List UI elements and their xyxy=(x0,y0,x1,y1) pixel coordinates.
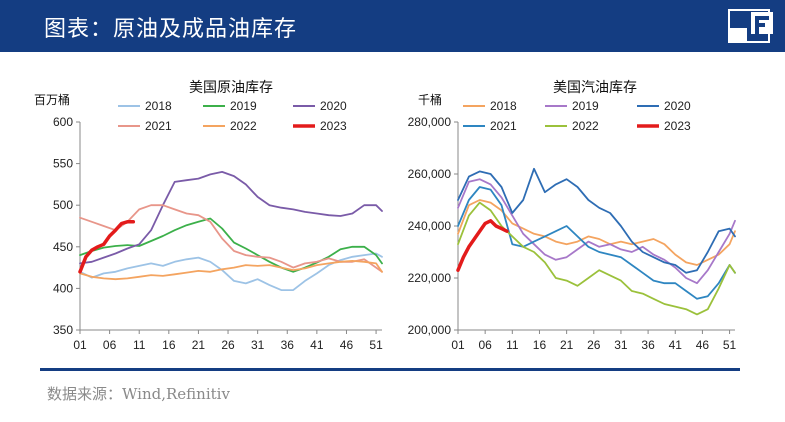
x-tick-label: 51 xyxy=(723,338,737,352)
chart-title: 美国汽油库存 xyxy=(553,79,637,95)
series-line-2018 xyxy=(79,252,383,292)
legend-label-2018: 2018 xyxy=(490,99,517,113)
y-tick-label: 350 xyxy=(53,323,73,337)
source-note: 数据来源：Wind,Refinitiv xyxy=(47,385,230,403)
y-tick-label: 400 xyxy=(53,281,73,295)
legend-label-2021: 2021 xyxy=(490,119,517,133)
legend-label-2019: 2019 xyxy=(230,99,257,113)
x-tick-label: 31 xyxy=(251,338,265,352)
legend-label-2020: 2020 xyxy=(664,99,691,113)
x-tick-label: 16 xyxy=(533,338,547,352)
x-tick-label: 26 xyxy=(587,338,601,352)
legend-label-2022: 2022 xyxy=(230,119,257,133)
series-line-2021 xyxy=(79,204,383,273)
series-line-2023 xyxy=(78,220,136,274)
y-axis-label: 千桶 xyxy=(418,92,442,107)
chart-title: 美国原油库存 xyxy=(189,79,273,95)
legend-label-2018: 2018 xyxy=(145,99,172,113)
legend-label-2023: 2023 xyxy=(320,119,347,133)
x-tick-label: 36 xyxy=(281,338,295,352)
x-tick-label: 36 xyxy=(641,338,655,352)
y-tick-label: 550 xyxy=(53,157,73,171)
x-tick-label: 01 xyxy=(73,338,87,352)
x-tick-label: 26 xyxy=(221,338,235,352)
page-title: 图表：原油及成品油库存 xyxy=(44,17,298,42)
series-line-2020 xyxy=(79,171,383,265)
series-line-2022 xyxy=(457,201,736,316)
x-tick-label: 46 xyxy=(696,338,710,352)
x-tick-label: 11 xyxy=(506,338,519,352)
x-tick-label: 31 xyxy=(614,338,628,352)
series-line-2022 xyxy=(79,259,383,281)
y-tick-label: 260,000 xyxy=(408,167,452,181)
series-line-2018 xyxy=(457,199,736,266)
legend-label-2022: 2022 xyxy=(572,119,599,133)
x-tick-label: 06 xyxy=(103,338,117,352)
legend-label-2023: 2023 xyxy=(664,119,691,133)
series-line-2019 xyxy=(457,178,736,285)
x-tick-label: 06 xyxy=(478,338,492,352)
x-tick-label: 46 xyxy=(340,338,354,352)
series-line-2019 xyxy=(79,217,383,273)
x-tick-label: 21 xyxy=(560,338,574,352)
series-line-2023 xyxy=(456,219,509,272)
x-tick-label: 16 xyxy=(162,338,176,352)
legend-label-2019: 2019 xyxy=(572,99,599,113)
y-tick-label: 280,000 xyxy=(408,115,452,129)
x-tick-label: 11 xyxy=(133,338,146,352)
header-banner: 图表：原油及成品油库存 xyxy=(0,0,785,52)
y-tick-label: 450 xyxy=(53,240,73,254)
y-tick-label: 240,000 xyxy=(408,219,452,233)
x-tick-label: 41 xyxy=(669,338,683,352)
y-tick-label: 200,000 xyxy=(408,323,452,337)
y-tick-label: 220,000 xyxy=(408,271,452,285)
x-tick-label: 41 xyxy=(310,338,324,352)
company-logo-icon xyxy=(728,9,773,43)
series-line-2021 xyxy=(457,186,736,300)
legend-label-2021: 2021 xyxy=(145,119,172,133)
y-tick-label: 600 xyxy=(53,115,73,129)
legend-label-2020: 2020 xyxy=(320,99,347,113)
y-tick-label: 500 xyxy=(53,198,73,212)
x-tick-label: 21 xyxy=(192,338,206,352)
y-axis-label: 百万桶 xyxy=(34,92,70,107)
x-tick-label: 51 xyxy=(369,338,383,352)
x-tick-label: 01 xyxy=(451,338,465,352)
series-line-2020 xyxy=(457,167,736,274)
footer-divider xyxy=(40,368,740,371)
